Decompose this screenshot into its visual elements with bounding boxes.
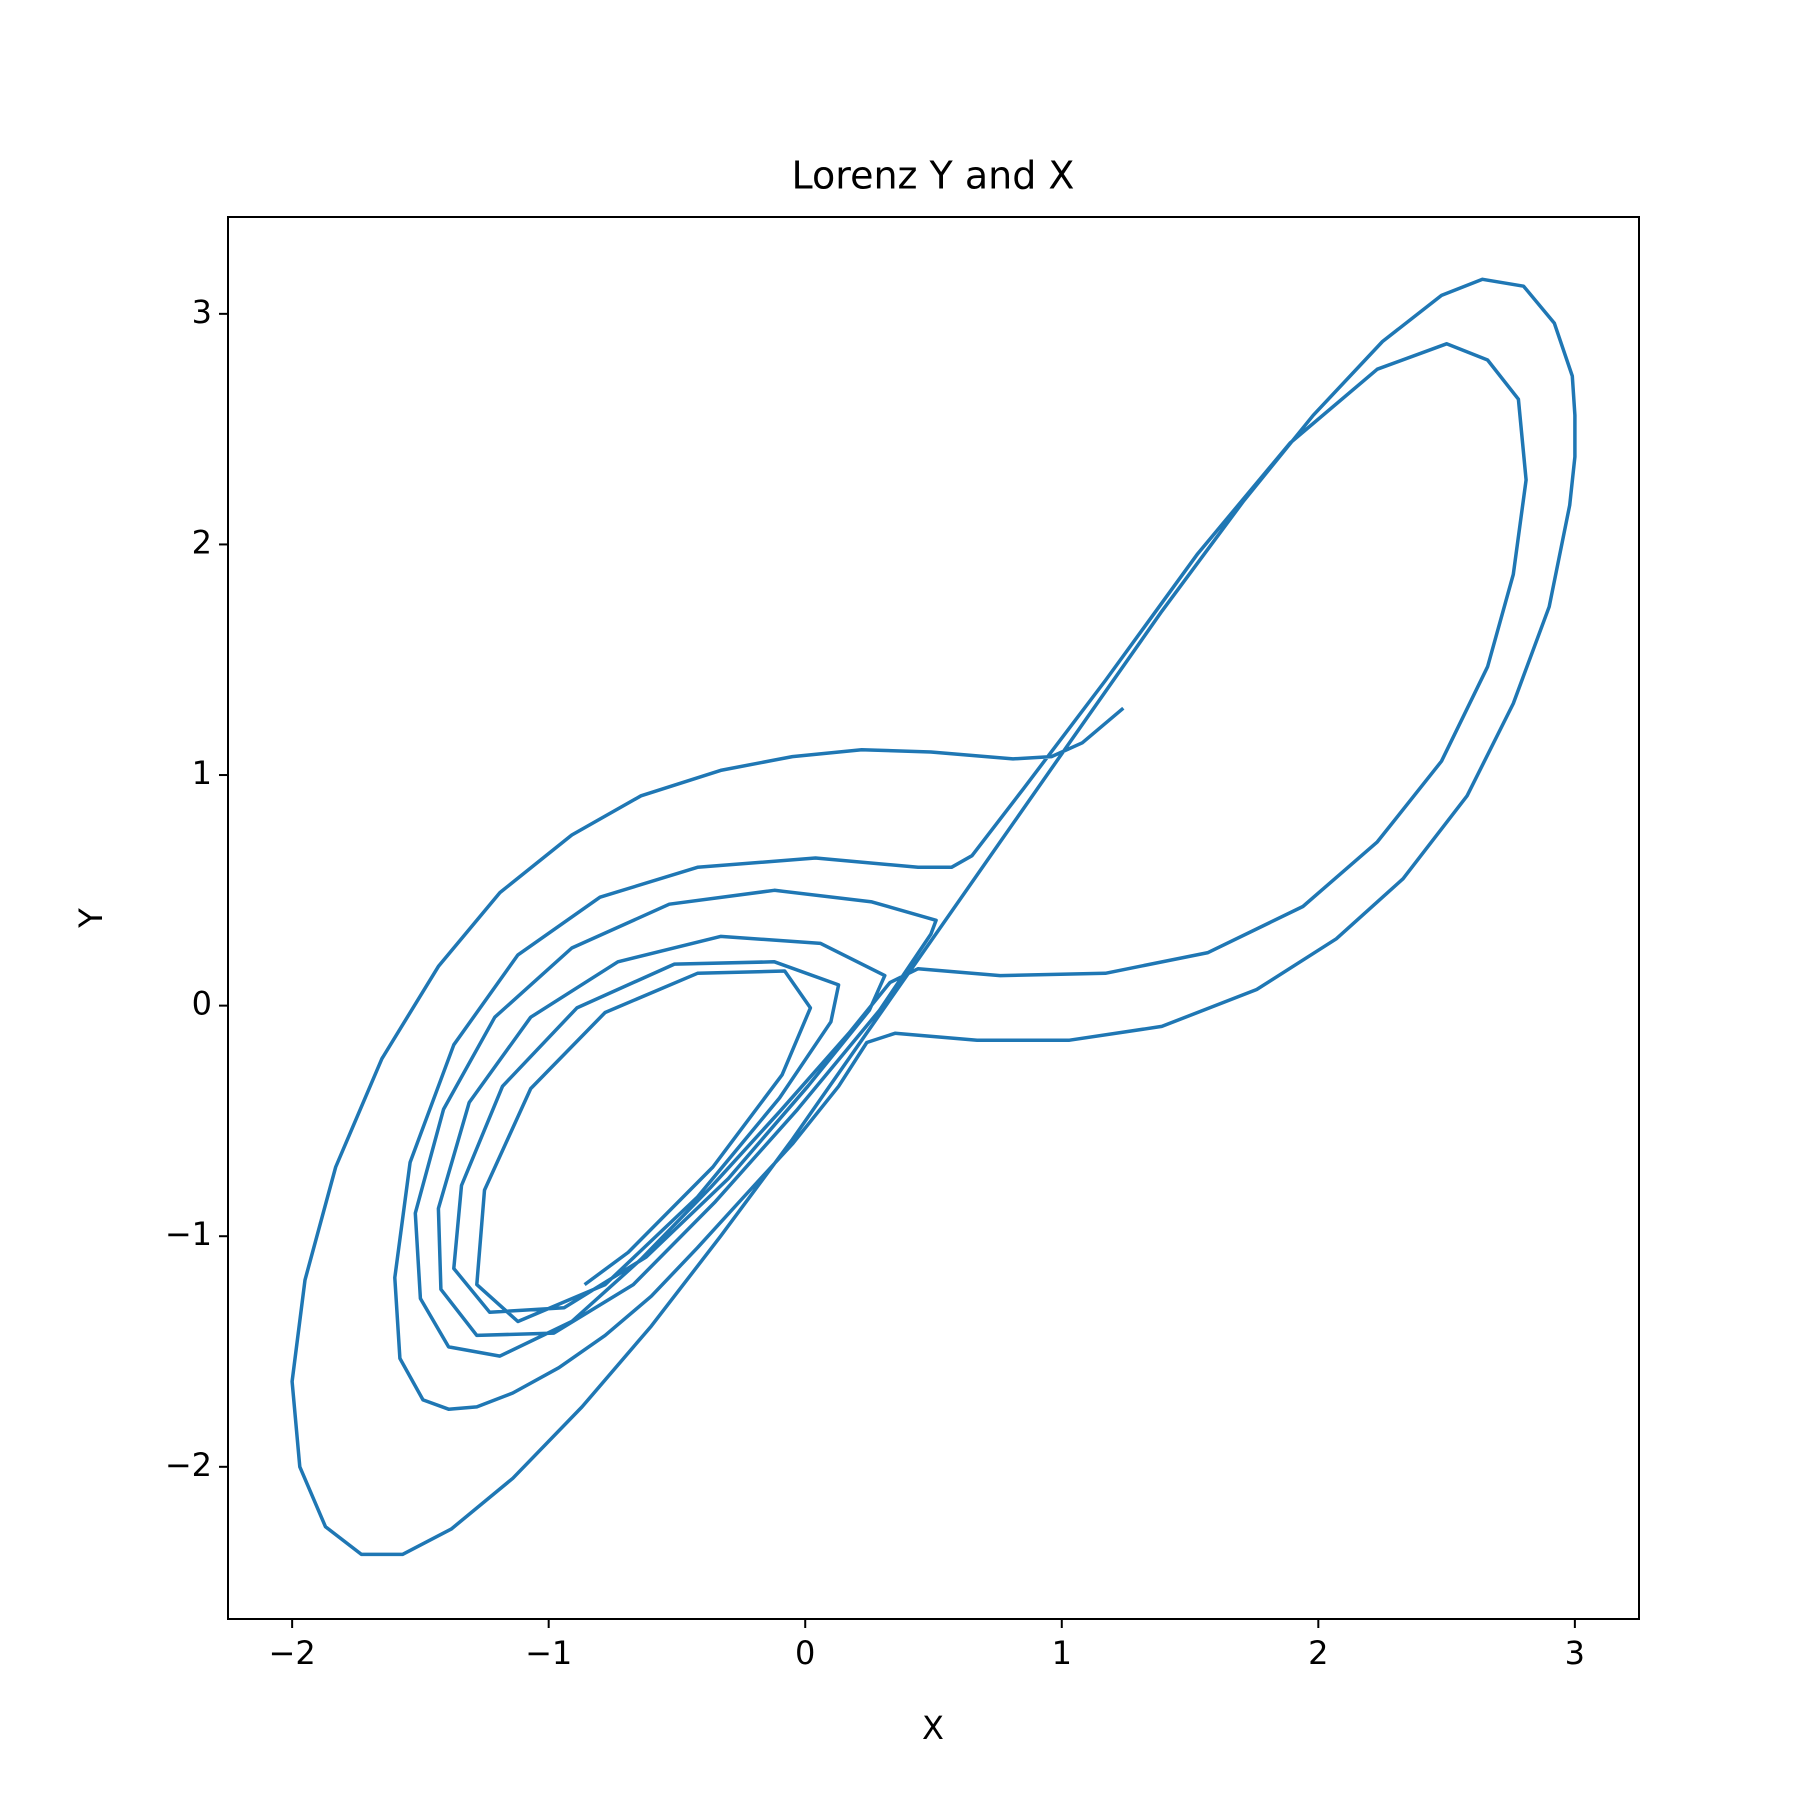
x-tick-label: −1: [525, 1634, 572, 1672]
x-tick-label: −2: [269, 1634, 316, 1672]
trajectory-line: [290, 277, 1577, 1557]
plot-frame: [227, 216, 1640, 1620]
y-tick-label: 1: [192, 754, 212, 792]
x-tick-label: 3: [1565, 1634, 1585, 1672]
y-tick-label: −1: [165, 1215, 212, 1253]
y-tick-label: 3: [192, 293, 212, 331]
x-axis-label: X: [922, 1709, 944, 1747]
x-tick-label: 0: [795, 1634, 815, 1672]
y-tick-label: 0: [192, 985, 212, 1023]
x-tick-label: 1: [1052, 1634, 1072, 1672]
y-tick-label: 2: [192, 523, 212, 561]
y-tick-label: −2: [165, 1446, 212, 1484]
x-tick-label: 2: [1308, 1634, 1328, 1672]
y-axis-label: Y: [72, 908, 110, 929]
chart-title: Lorenz Y and X: [792, 154, 1075, 198]
